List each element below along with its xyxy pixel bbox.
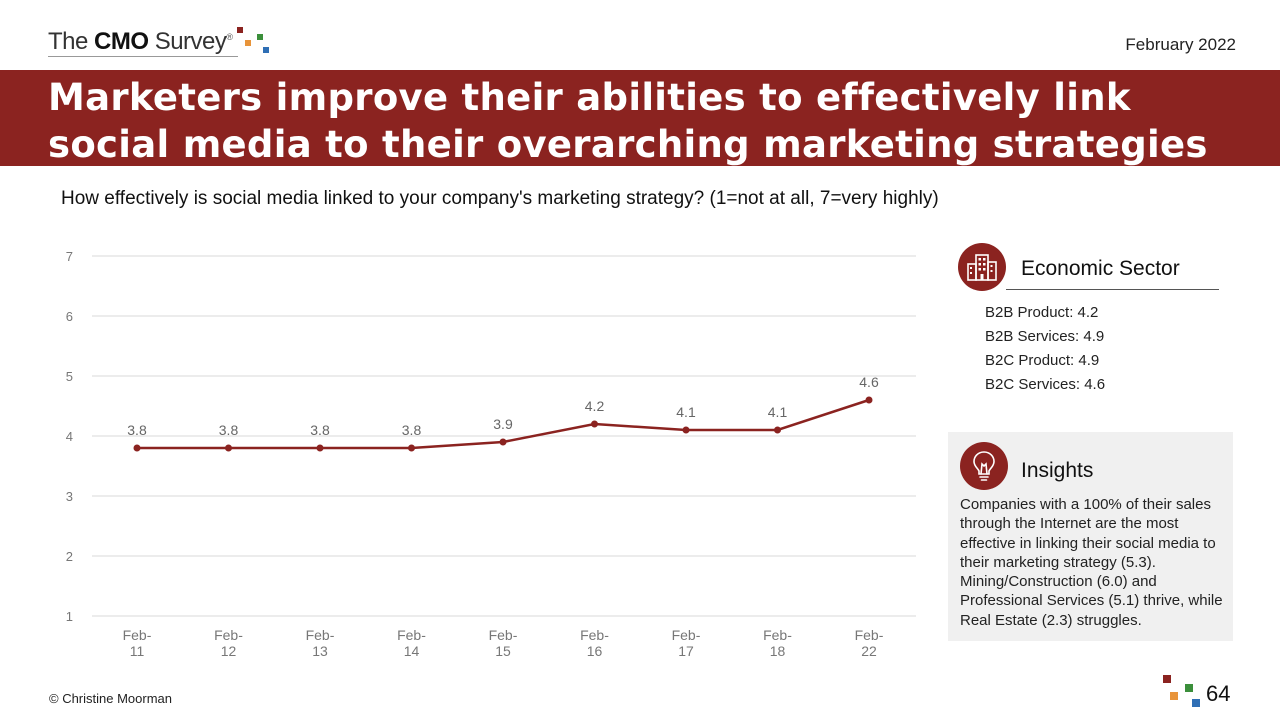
data-label: 3.9: [493, 416, 513, 432]
data-point: [682, 426, 690, 434]
insights-body: Companies with a 100% of their sales thr…: [960, 496, 1223, 629]
y-tick-label: 7: [66, 249, 73, 264]
logo-squares-icon: [235, 27, 271, 57]
footer-squares-icon: [1160, 673, 1204, 713]
survey-question: How effectively is social media linked t…: [61, 188, 939, 209]
footer-square-red: [1163, 675, 1171, 683]
logo-square-blue: [262, 47, 269, 53]
chart-data-labels: 3.8 3.8 3.8 3.8 3.9 4.2 4.1 4.1 4.6: [127, 374, 879, 438]
cmo-survey-logo: The CMO Survey®: [48, 26, 271, 58]
x-tick-label: Feb-18: [763, 627, 792, 659]
insights-panel: Insights Companies with a 100% of their …: [948, 432, 1233, 641]
chart-gridlines: [92, 255, 916, 617]
sector-item-b2c-services: B2C Services: 4.6: [985, 376, 1106, 393]
x-tick-label: Feb-15: [489, 627, 518, 659]
chart-series: [133, 396, 873, 452]
page-title: Marketers improve their abilities to eff…: [48, 76, 1208, 166]
data-label: 4.1: [676, 404, 696, 420]
data-point: [133, 444, 141, 452]
sector-item-b2b-product: B2B Product: 4.2: [985, 304, 1099, 321]
logo-underline: [48, 56, 238, 57]
data-point: [591, 420, 598, 428]
chart-y-ticks: 1 2 3 4 5 6 7: [66, 249, 73, 624]
economic-sector-title: Economic Sector: [1021, 257, 1180, 280]
x-tick-label: Feb-13: [306, 627, 335, 659]
x-tick-label: Feb-11: [123, 627, 152, 659]
lightbulb-icon: [960, 442, 1008, 490]
logo-word-the: The: [48, 28, 95, 55]
footer-square-blue: [1192, 699, 1200, 707]
data-label: 3.8: [127, 422, 147, 438]
x-tick-label: Feb-22: [855, 627, 884, 659]
footer-square-orange: [1170, 692, 1178, 700]
data-label: 3.8: [219, 422, 239, 438]
data-point: [225, 444, 232, 452]
logo-text: The CMO Survey®: [48, 28, 233, 56]
data-label: 4.2: [585, 398, 605, 414]
y-tick-label: 6: [66, 309, 73, 324]
x-tick-label: Feb-17: [672, 627, 701, 659]
data-point: [316, 444, 324, 452]
data-label: 3.8: [310, 422, 330, 438]
data-label: 4.1: [768, 404, 788, 420]
office-building-icon: [958, 243, 1006, 291]
y-tick-label: 1: [66, 609, 73, 624]
logo-word-survey: Survey: [148, 28, 227, 55]
y-tick-label: 2: [66, 549, 73, 564]
data-label: 4.6: [859, 374, 879, 390]
logo-square-orange: [244, 40, 251, 46]
y-tick-label: 3: [66, 489, 73, 504]
data-point: [865, 396, 873, 404]
data-point: [408, 444, 415, 452]
copyright-notice: © Christine Moorman: [49, 691, 173, 706]
logo-square-red: [236, 27, 243, 33]
data-point: [774, 426, 781, 434]
sector-item-b2c-product: B2C Product: 4.9: [985, 352, 1100, 369]
data-point: [499, 438, 507, 446]
x-tick-label: Feb-16: [580, 627, 609, 659]
title-banner: [0, 70, 1280, 166]
logo-registered-mark: ®: [226, 32, 233, 42]
y-tick-label: 4: [66, 429, 73, 444]
x-tick-label: Feb-12: [214, 627, 243, 659]
economic-sector-divider: [1006, 289, 1219, 290]
footer-square-green: [1185, 684, 1193, 692]
page-number: 64: [1206, 681, 1231, 706]
logo-square-green: [256, 34, 263, 40]
sector-item-b2b-services: B2B Services: 4.9: [985, 328, 1105, 345]
economic-sector-list: B2B Product: 4.2 B2B Services: 4.9 B2C P…: [985, 301, 1105, 397]
logo-word-cmo: CMO: [94, 28, 149, 55]
data-label: 3.8: [402, 422, 422, 438]
x-tick-label: Feb-14: [397, 627, 426, 659]
report-date: February 2022: [1125, 35, 1236, 54]
insights-title: Insights: [1021, 459, 1094, 482]
y-tick-label: 5: [66, 369, 73, 384]
chart-x-ticks: Feb-11 Feb-12 Feb-13 Feb-14 Feb-15 Feb-16 Feb-…: [123, 627, 884, 659]
